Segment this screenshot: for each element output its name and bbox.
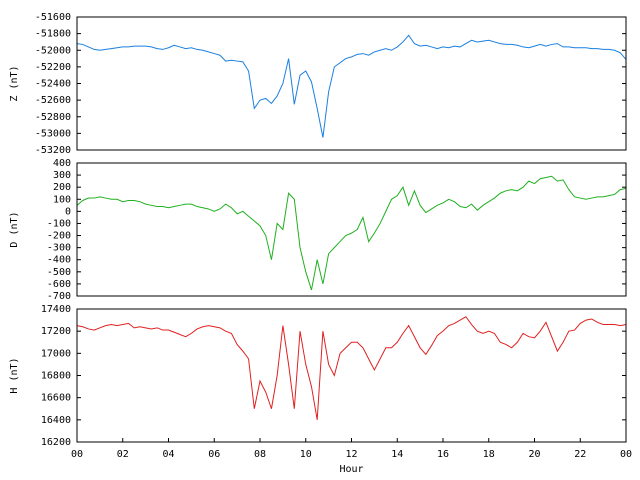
y-tick-label: -51800 bbox=[35, 29, 71, 40]
y-tick-label: -100 bbox=[47, 218, 71, 229]
plot-frame bbox=[76, 16, 627, 151]
plot-frame bbox=[76, 162, 627, 297]
x-axis-label: Hour bbox=[339, 464, 363, 475]
x-tick-label: 08 bbox=[254, 449, 266, 460]
y-tick-label: -200 bbox=[47, 231, 71, 242]
x-tick-label: 22 bbox=[574, 449, 586, 460]
y-tick-label: -51600 bbox=[35, 12, 71, 23]
y-tick-label: 16600 bbox=[41, 393, 71, 404]
y-tick-label: -52800 bbox=[35, 112, 71, 123]
y-axis-label: H (nT) bbox=[9, 357, 20, 393]
y-tick-label: -53200 bbox=[35, 145, 71, 156]
x-tick-label: 16 bbox=[437, 449, 449, 460]
y-tick-label: 17000 bbox=[41, 348, 71, 359]
data-line bbox=[76, 316, 627, 420]
y-tick-label: -400 bbox=[47, 255, 71, 266]
y-tick-label: 16400 bbox=[41, 415, 71, 426]
y-tick-label: -53000 bbox=[35, 128, 71, 139]
y-tick-label: -52200 bbox=[35, 62, 71, 73]
y-tick-label: 17400 bbox=[41, 304, 71, 315]
x-tick-label: 02 bbox=[117, 449, 129, 460]
data-line bbox=[76, 175, 627, 291]
y-tick-label: -52000 bbox=[35, 45, 71, 56]
x-tick-label: 14 bbox=[391, 449, 403, 460]
y-tick-label: -500 bbox=[47, 267, 71, 278]
x-tick-label: 04 bbox=[162, 449, 174, 460]
y-tick-label: -300 bbox=[47, 243, 71, 254]
data-line bbox=[76, 34, 627, 138]
x-tick-label: 12 bbox=[345, 449, 357, 460]
x-tick-label: 20 bbox=[528, 449, 540, 460]
y-axis-label: D (nT) bbox=[9, 211, 20, 247]
y-tick-label: -600 bbox=[47, 279, 71, 290]
y-tick-label: 400 bbox=[53, 158, 71, 169]
y-axis-label: Z (nT) bbox=[9, 65, 20, 101]
y-tick-label: 16200 bbox=[41, 437, 71, 448]
x-tick-label: 10 bbox=[300, 449, 312, 460]
y-tick-label: 300 bbox=[53, 170, 71, 181]
x-tick-label: 18 bbox=[483, 449, 495, 460]
y-tick-label: -700 bbox=[47, 291, 71, 302]
x-tick-label: 00 bbox=[620, 449, 632, 460]
y-tick-label: 200 bbox=[53, 182, 71, 193]
y-tick-label: -52400 bbox=[35, 79, 71, 90]
x-tick-label: 06 bbox=[208, 449, 220, 460]
x-tick-label: 00 bbox=[71, 449, 83, 460]
y-tick-label: 0 bbox=[65, 206, 71, 217]
y-tick-label: 100 bbox=[53, 194, 71, 205]
y-tick-label: 17200 bbox=[41, 326, 71, 337]
y-tick-label: -52600 bbox=[35, 95, 71, 106]
y-tick-label: 16800 bbox=[41, 371, 71, 382]
